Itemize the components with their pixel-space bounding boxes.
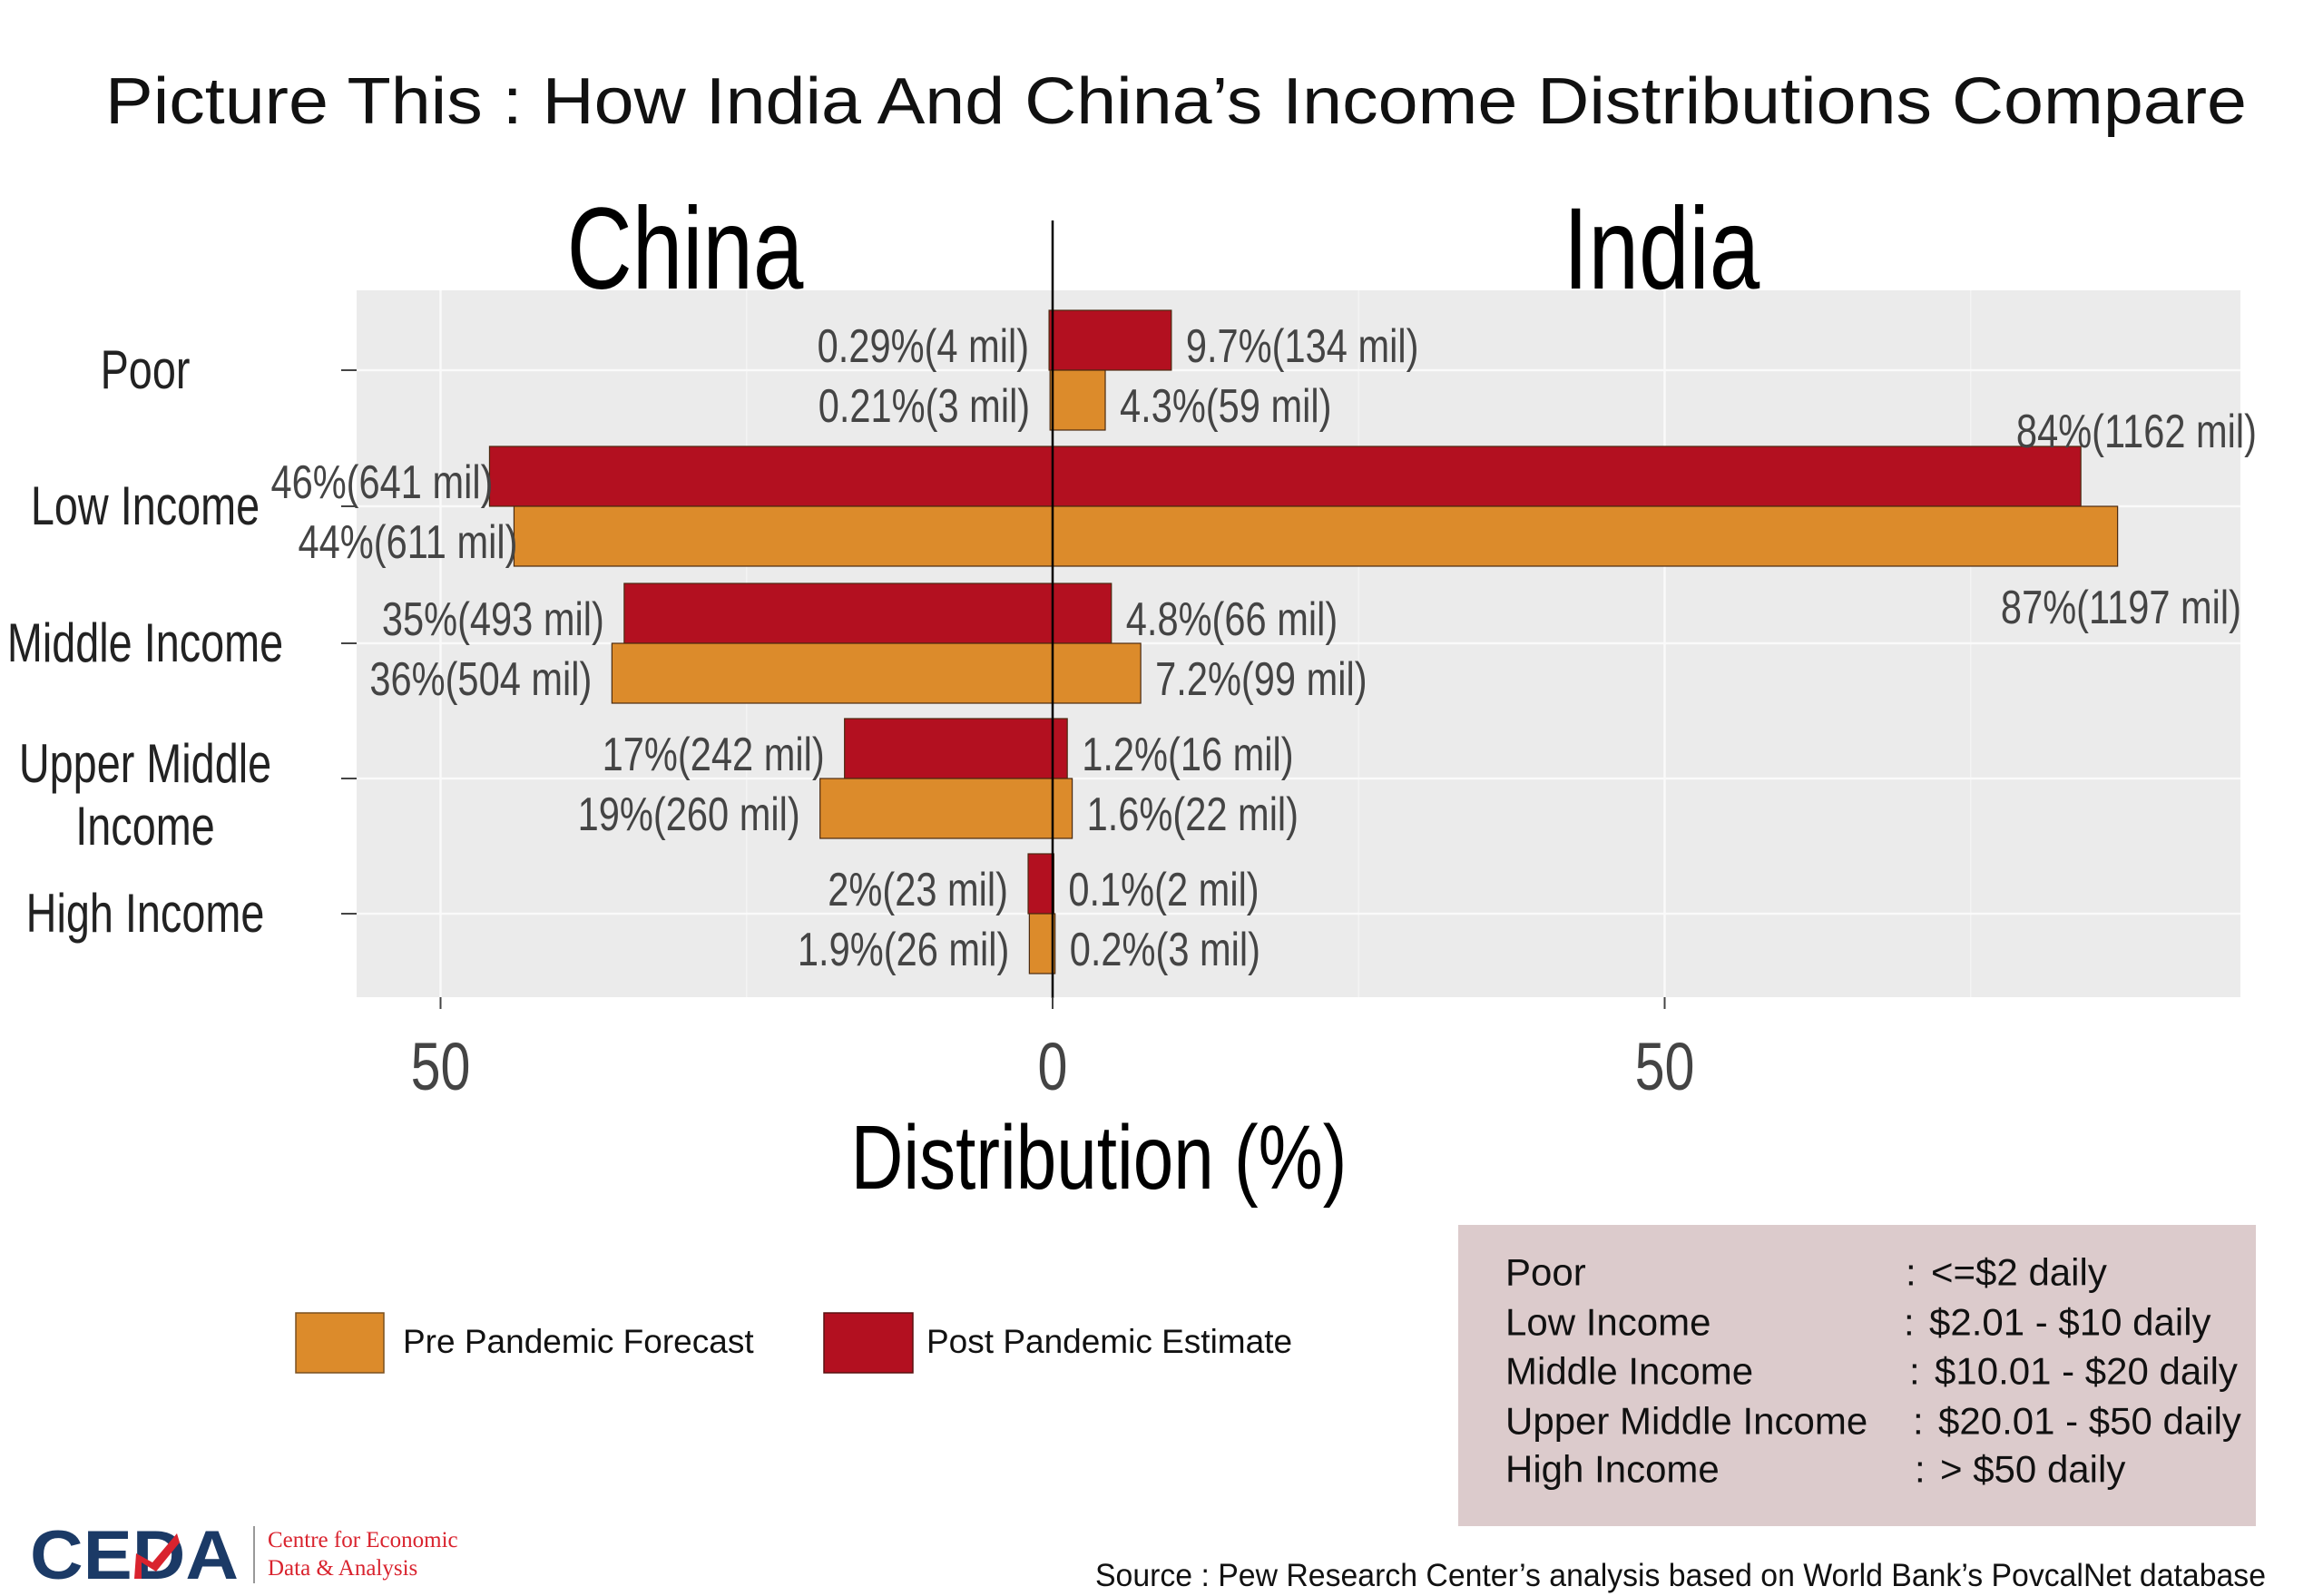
bar-india-pre-2 <box>1052 642 1142 704</box>
definition-label: Middle Income <box>1505 1350 1753 1393</box>
data-label-china: 0.21%(3 mil) <box>818 379 1030 433</box>
definition-value: $10.01 - $20 daily <box>1935 1350 2238 1393</box>
gridlines <box>357 290 2240 997</box>
category-label: Poor <box>101 340 191 401</box>
bar-china-post-2 <box>623 583 1054 644</box>
bar-india-post-3 <box>1052 718 1068 779</box>
definition-row: Poor: <=$2 daily <box>1505 1251 2107 1294</box>
x-tick-label: 0 <box>1038 1030 1068 1105</box>
data-label-india: 1.2%(16 mil) <box>1082 728 1293 781</box>
definition-value: $2.01 - $10 daily <box>1929 1301 2211 1344</box>
category-label: Upper Middle <box>19 734 271 795</box>
data-label-china: 36%(504 mil) <box>369 652 592 706</box>
logo-line2: Data & Analysis <box>268 1556 417 1581</box>
bar-india-pre-0 <box>1052 369 1106 431</box>
definition-row: Middle Income: $10.01 - $20 daily <box>1505 1350 2238 1393</box>
bar-china-pre-4 <box>1028 913 1054 974</box>
chart-title: Picture This : How India And China’s Inc… <box>105 65 2247 138</box>
definitions-background <box>1458 1225 2256 1526</box>
definition-separator: : <box>1909 1350 1920 1393</box>
category-label: Middle Income <box>7 613 283 674</box>
data-label-china: 35%(493 mil) <box>382 592 604 646</box>
bar-china-pre-1 <box>513 505 1054 567</box>
data-label-india: 0.1%(2 mil) <box>1068 863 1259 916</box>
x-axis-title: Distribution (%) <box>851 1108 1348 1209</box>
ceda-logo: CEDA Centre for Economic Data & Analysis <box>30 1517 458 1594</box>
legend-label-pre: Pre Pandemic Forecast <box>403 1323 754 1360</box>
category-label: Income <box>75 797 214 857</box>
data-label-china: 1.9%(26 mil) <box>798 923 1009 976</box>
legend-swatch-pre <box>295 1312 385 1374</box>
definition-separator: : <box>1906 1251 1916 1294</box>
data-label-india: 0.2%(3 mil) <box>1070 923 1260 976</box>
bar-india-post-1 <box>1052 446 2082 507</box>
bar-china-post-1 <box>488 446 1054 507</box>
definition-value: $20.01 - $50 daily <box>1938 1400 2241 1443</box>
data-label-india: 87%(1197 mil) <box>2001 581 2241 634</box>
definition-separator: : <box>1913 1400 1924 1443</box>
logo-line1: Centre for Economic <box>268 1528 458 1552</box>
definition-row: Low Income: $2.01 - $10 daily <box>1505 1301 2211 1344</box>
data-label-india: 9.7%(134 mil) <box>1186 319 1419 373</box>
bar-india-pre-1 <box>1052 505 2119 567</box>
data-label-india: 84%(1162 mil) <box>2016 405 2257 458</box>
bar-china-pre-3 <box>819 778 1054 839</box>
data-label-india: 4.3%(59 mil) <box>1120 379 1331 433</box>
data-label-china: 44%(611 mil) <box>298 515 517 569</box>
legend-label-post: Post Pandemic Estimate <box>926 1323 1292 1360</box>
definition-separator: : <box>1915 1448 1926 1491</box>
definition-label: High Income <box>1505 1448 1720 1491</box>
definition-label: Low Income <box>1505 1301 1710 1344</box>
legend: Pre Pandemic Forecast Post Pandemic Esti… <box>295 1312 1292 1374</box>
source-note: Source : Pew Research Center’s analysis … <box>1095 1558 2266 1593</box>
bar-india-post-2 <box>1052 583 1112 644</box>
data-labels: 0.29%(4 mil) 9.7%(134 mil) 46%(641 mil) 84%… <box>270 319 2257 976</box>
x-tick-label: 50 <box>411 1030 471 1105</box>
definition-row: High Income: > $50 daily <box>1505 1448 2125 1491</box>
y-axis-labels: Poor Low Income Middle Income Upper MiddleI… <box>7 340 357 945</box>
bar-india-post-0 <box>1052 309 1172 371</box>
bar-china-post-3 <box>844 718 1054 779</box>
definition-separator: : <box>1904 1301 1915 1344</box>
data-label-china: 19%(260 mil) <box>578 788 800 841</box>
data-label-china: 2%(23 mil) <box>828 863 1008 916</box>
x-axis-ticks: 50 0 50 <box>411 997 1695 1105</box>
bar-china-post-4 <box>1027 853 1054 915</box>
logo-chart-mark-icon <box>134 1533 180 1579</box>
data-label-india: 1.6%(22 mil) <box>1087 788 1299 841</box>
category-label: Low Income <box>31 476 260 537</box>
bars <box>488 309 2119 974</box>
category-label: High Income <box>26 884 265 945</box>
data-label-india: 4.8%(66 mil) <box>1126 592 1338 646</box>
data-label-india: 7.2%(99 mil) <box>1155 652 1367 706</box>
legend-swatch-post <box>823 1312 914 1374</box>
definition-label: Upper Middle Income <box>1505 1400 1867 1443</box>
data-label-china: 0.29%(4 mil) <box>818 319 1029 373</box>
data-label-china: 17%(242 mil) <box>603 728 825 781</box>
logo-mark: CEDA <box>30 1517 239 1594</box>
definition-label: Poor <box>1505 1251 1586 1294</box>
definition-value: <=$2 daily <box>1931 1251 2107 1294</box>
x-tick-label: 50 <box>1635 1030 1695 1105</box>
definition-value: > $50 daily <box>1940 1448 2125 1491</box>
definition-row: Upper Middle Income: $20.01 - $50 daily <box>1505 1400 2241 1443</box>
bar-china-pre-2 <box>611 642 1054 704</box>
data-label-china: 46%(641 mil) <box>270 455 493 509</box>
bar-india-pre-3 <box>1052 778 1073 839</box>
